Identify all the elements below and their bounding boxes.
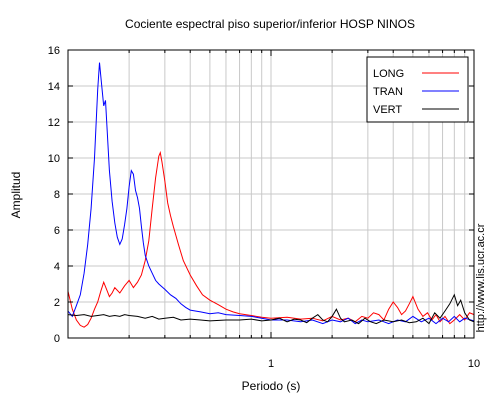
axes: 0 2 4 6 8 10 12 14 16 1 10	[48, 45, 480, 370]
y-axis-label: Amplitud	[9, 171, 23, 219]
y-tick-label: 4	[54, 261, 60, 273]
series-layer	[68, 62, 474, 328]
legend-box	[366, 56, 469, 123]
watermark-url: http://www.lis.ucr.ac.cr	[475, 223, 487, 333]
y-tick-label: 14	[48, 81, 60, 93]
y-tick-label: 10	[48, 153, 60, 165]
chart-title: Cociente espectral piso superior/inferio…	[125, 17, 415, 31]
legend-label-tran: TRAN	[373, 86, 403, 98]
y-tick-label: 0	[54, 333, 60, 345]
legend: LONG TRAN VERT	[366, 56, 469, 123]
x-tick-label: 10	[468, 358, 480, 370]
series-line-long	[68, 150, 474, 328]
y-tick-label: 6	[54, 225, 60, 237]
legend-label-vert: VERT	[373, 104, 402, 116]
series-line-tran	[68, 62, 474, 325]
series-line-vert	[68, 293, 474, 325]
x-axis-label: Periodo (s)	[241, 379, 301, 393]
y-tick-label: 12	[48, 117, 60, 129]
x-tick-label: 1	[268, 358, 274, 370]
plot-frame	[67, 49, 475, 339]
legend-label-long: LONG	[373, 68, 404, 80]
y-tick-label: 8	[54, 189, 60, 201]
y-tick-label: 2	[54, 297, 60, 309]
y-tick-label: 16	[48, 45, 60, 57]
